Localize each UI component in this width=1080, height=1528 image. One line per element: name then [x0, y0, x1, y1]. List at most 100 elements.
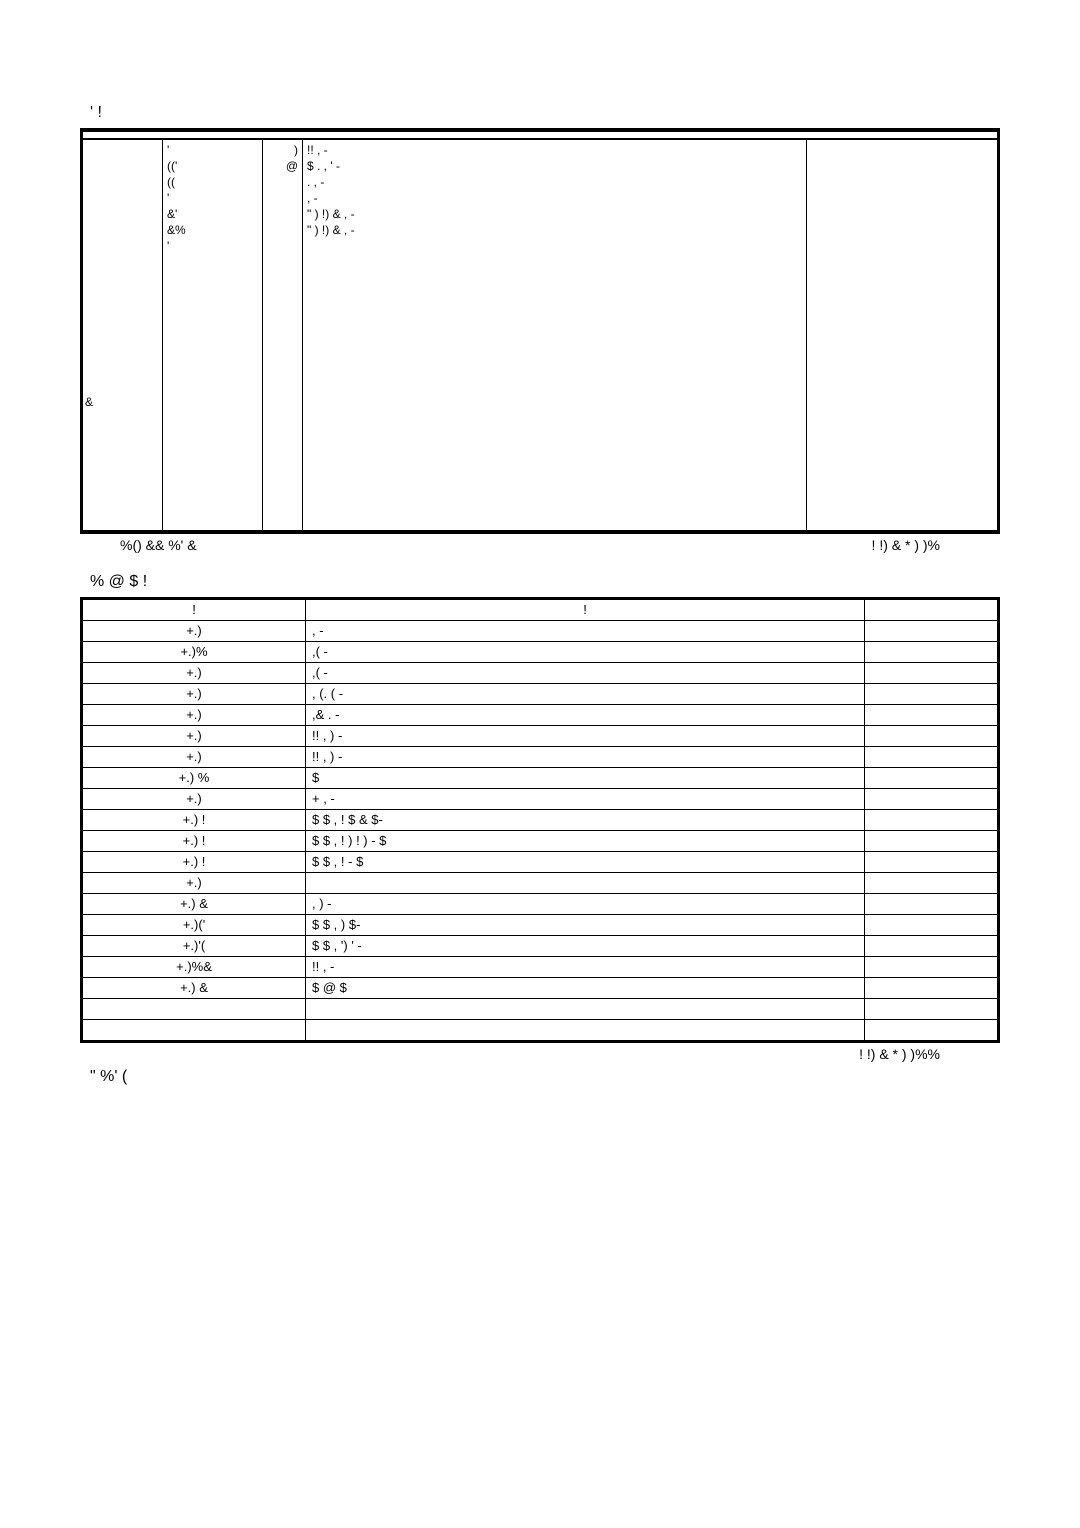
- table-row: +.)%&!! , -: [82, 957, 999, 978]
- fig1-c3-line: @: [267, 158, 298, 174]
- fig1-c4-line: " ) !) & , -: [307, 222, 802, 238]
- table-cell: +.) !: [82, 831, 306, 852]
- table-row: +.): [82, 873, 999, 894]
- table-cell: +.): [82, 873, 306, 894]
- table-cell: [306, 999, 865, 1020]
- figure-1-col-3: ) @: [263, 140, 303, 530]
- table-cell: [865, 978, 999, 999]
- table-cell: [865, 621, 999, 642]
- table-1-header-row: ! !: [82, 599, 999, 621]
- table-cell: [865, 810, 999, 831]
- table-cell: $ $ , ! ) ! ) - $: [306, 831, 865, 852]
- table-cell: , ) -: [306, 894, 865, 915]
- figure-1-caption-row: %() && %' & ! !) & * ) )%: [80, 537, 1000, 553]
- table-cell: [865, 642, 999, 663]
- table-cell: [865, 768, 999, 789]
- table-cell: [865, 957, 999, 978]
- table-cell: +.): [82, 747, 306, 768]
- table-cell: [865, 915, 999, 936]
- table-cell: , (. ( -: [306, 684, 865, 705]
- figure-1-col-1-label: &: [85, 394, 93, 410]
- table-row: +.)+ , -: [82, 789, 999, 810]
- table-row: +.)(' $ $ , ) $-: [82, 915, 999, 936]
- table-cell: $ $ , ') ' -: [306, 936, 865, 957]
- table-row: [82, 1020, 999, 1042]
- table-cell: [865, 747, 999, 768]
- fig1-c4-line: . , -: [307, 174, 802, 190]
- table-cell: +.) %: [82, 768, 306, 789]
- table-1: ! ! +.), -+.)% ,( -+.),( -+.), (. ( -+.)…: [80, 597, 1000, 1043]
- table-cell: +.) &: [82, 978, 306, 999]
- figure-1-header-strip: [83, 132, 997, 140]
- figure-1-col-4: !! , - $ . , ' - . , - , - " ) !) & , - …: [303, 140, 807, 530]
- table-row: +.) & $ @ $: [82, 978, 999, 999]
- table-cell: [865, 684, 999, 705]
- table-cell: [865, 726, 999, 747]
- table-cell: [865, 894, 999, 915]
- table-cell: +.): [82, 621, 306, 642]
- table-cell: ,& . -: [306, 705, 865, 726]
- table-1-col-1-header: !: [82, 599, 306, 621]
- fig1-c2-line: &%: [167, 222, 258, 238]
- figure-1-col-2: ' ((' (( ' &' &% ': [163, 140, 263, 530]
- table-1-col-3-header: [865, 599, 999, 621]
- fig1-c4-line: !! , -: [307, 142, 802, 158]
- table-1-head: ! !: [82, 599, 999, 621]
- table-cell: +.): [82, 705, 306, 726]
- table-row: +.) !! , ) -: [82, 747, 999, 768]
- table-cell: + , -: [306, 789, 865, 810]
- table-cell: [306, 1020, 865, 1042]
- fig1-c2-line: ': [167, 238, 258, 254]
- table-row: [82, 999, 999, 1020]
- table-cell: ,( -: [306, 642, 865, 663]
- table-row: +.) & , ) -: [82, 894, 999, 915]
- section-2-title: % @ $ !: [90, 573, 1000, 591]
- table-cell: [865, 1020, 999, 1042]
- fig1-c2-line: ': [167, 142, 258, 158]
- table-cell: +.)(': [82, 915, 306, 936]
- table-cell: [82, 999, 306, 1020]
- table-cell: !! , ) -: [306, 747, 865, 768]
- table-row: +.) ! $ $ , ! $ & $-: [82, 810, 999, 831]
- fig1-c2-line: ((: [167, 174, 258, 190]
- table-1-body: +.), -+.)% ,( -+.),( -+.), (. ( -+.) ,& …: [82, 621, 999, 1042]
- table-cell: +.) !: [82, 852, 306, 873]
- table-1-caption: ! !) & * ) )%%: [859, 1046, 1000, 1062]
- table-cell: [865, 999, 999, 1020]
- table-cell: $ $ , ! $ & $-: [306, 810, 865, 831]
- table-cell: +.): [82, 684, 306, 705]
- fig1-c3-line: ): [267, 142, 298, 158]
- table-row: +.) % $: [82, 768, 999, 789]
- table-cell: +.): [82, 726, 306, 747]
- table-cell: ,( -: [306, 663, 865, 684]
- table-cell: +.): [82, 789, 306, 810]
- table-cell: [306, 873, 865, 894]
- table-cell: [865, 873, 999, 894]
- table-cell: [865, 789, 999, 810]
- table-row: +.)'( $ $ , ') ' -: [82, 936, 999, 957]
- fig1-c2-line: &': [167, 206, 258, 222]
- figure-1-body: & ' ((' (( ' &' &% ' ) @ !! , - $ . ,: [83, 140, 997, 530]
- table-row: +.)% ,( -: [82, 642, 999, 663]
- table-cell: [865, 663, 999, 684]
- table-cell: !! , -: [306, 957, 865, 978]
- table-cell: +.)%&: [82, 957, 306, 978]
- table-row: +.) ! $ $ , ! - $: [82, 852, 999, 873]
- table-cell: [82, 1020, 306, 1042]
- table-cell: !! , ) -: [306, 726, 865, 747]
- table-1-caption-row: ! !) & * ) )%%: [80, 1046, 1000, 1062]
- fig1-c2-line: ((': [167, 158, 258, 174]
- fig1-c4-line: " ) !) & , -: [307, 206, 802, 222]
- table-cell: +.)%: [82, 642, 306, 663]
- table-cell: $ $ , ! - $: [306, 852, 865, 873]
- table-cell: [865, 705, 999, 726]
- table-cell: [865, 852, 999, 873]
- fig1-c2-line: ': [167, 190, 258, 206]
- figure-1: & ' ((' (( ' &' &% ' ) @ !! , - $ . ,: [80, 128, 1000, 534]
- table-cell: [865, 831, 999, 852]
- table-cell: $ $ , ) $-: [306, 915, 865, 936]
- table-cell: $: [306, 768, 865, 789]
- table-1-col-2-header: !: [306, 599, 865, 621]
- figure-1-col-5: [807, 140, 997, 530]
- fig1-c4-line: , -: [307, 190, 802, 206]
